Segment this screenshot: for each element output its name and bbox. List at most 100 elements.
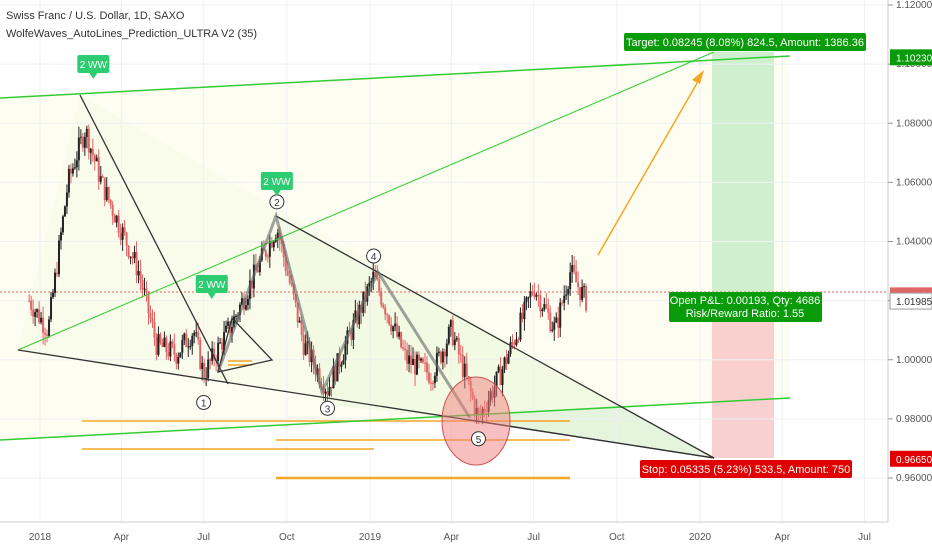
- candle-body: [573, 265, 576, 272]
- candle-body: [52, 292, 55, 298]
- x-tick-label: 2019: [359, 532, 382, 543]
- candle-body: [30, 300, 33, 310]
- svg-text:Stop: 0.05335 (5.23%) 533.5, A: Stop: 0.05335 (5.23%) 533.5, Amount: 750: [642, 464, 851, 476]
- candle-body: [69, 168, 72, 174]
- candle-body: [185, 333, 188, 347]
- candle-body: [109, 199, 112, 205]
- candle-body: [157, 334, 160, 355]
- price-tag-label: 0.96650: [896, 455, 932, 466]
- candle-body: [145, 288, 148, 292]
- candle-body: [330, 386, 333, 389]
- signal-label: 2 WW: [263, 177, 291, 188]
- candle-body: [439, 351, 442, 363]
- x-tick-label: Apr: [114, 532, 130, 543]
- candle-body: [376, 276, 379, 280]
- candle-body: [151, 318, 154, 323]
- candle-body: [71, 168, 74, 174]
- candle-body: [288, 274, 291, 283]
- price-axis[interactable]: [888, 0, 932, 522]
- candle-body: [270, 241, 273, 248]
- candle-body: [449, 320, 452, 327]
- x-tick-label: Jul: [197, 532, 210, 543]
- candle-body: [203, 362, 206, 379]
- candle-body: [143, 288, 146, 290]
- candle-body: [171, 341, 174, 345]
- wave-point-marker: [470, 431, 486, 447]
- candle-body: [497, 366, 500, 372]
- wolfe-lines: [0, 51, 791, 459]
- candle-body: [121, 227, 124, 240]
- candle-body: [207, 359, 210, 379]
- candle-body: [155, 337, 158, 355]
- candle-body: [278, 232, 281, 241]
- candle-body: [159, 334, 162, 343]
- y-tick-label: 1.06000: [896, 177, 932, 188]
- x-tick-label: Oct: [609, 532, 625, 543]
- candle-body: [179, 352, 182, 358]
- candle-body: [131, 256, 134, 259]
- candle-body: [169, 341, 172, 357]
- wave-point-label: 2: [274, 198, 280, 209]
- candle-body: [193, 332, 196, 336]
- candle-body: [300, 320, 303, 335]
- x-tick-label: Jul: [527, 532, 540, 543]
- wave-point-marker: [320, 400, 336, 416]
- candle-body: [419, 358, 422, 361]
- candle-body: [535, 294, 538, 297]
- candles: [28, 124, 588, 425]
- candle-body: [541, 309, 544, 312]
- candle-body: [57, 240, 60, 275]
- candle-body: [61, 216, 64, 233]
- candle-body: [408, 355, 411, 364]
- candle-body: [410, 355, 413, 366]
- candle-body: [525, 297, 528, 302]
- candle-body: [276, 232, 279, 239]
- candle-body: [93, 155, 96, 162]
- candle-body: [527, 297, 530, 299]
- candle-body: [378, 279, 381, 292]
- candle-body: [523, 301, 526, 320]
- candle-body: [87, 128, 90, 153]
- candle-body: [519, 312, 522, 340]
- stop-zone: [712, 311, 774, 458]
- candle-body: [153, 322, 156, 338]
- price-tag-label: 1.10230: [896, 53, 932, 64]
- candle-body: [543, 303, 546, 310]
- candle-body: [199, 339, 202, 370]
- candle-body: [141, 280, 144, 290]
- candle-body: [338, 353, 341, 367]
- candle-body: [272, 241, 275, 248]
- candle-body: [465, 363, 468, 377]
- candle-body: [388, 315, 391, 325]
- candle-body: [350, 332, 353, 340]
- candle-body: [95, 157, 98, 162]
- x-tick-label: Oct: [279, 532, 295, 543]
- candle-body: [423, 362, 426, 364]
- candle-body: [89, 148, 92, 153]
- candle-body: [59, 232, 62, 241]
- time-axis[interactable]: [0, 522, 932, 550]
- candle-body: [334, 366, 337, 382]
- target-label: Target: 0.08245 (8.08%) 824.5, Amount: 1…: [624, 33, 866, 51]
- candle-body: [443, 351, 446, 357]
- candle-body: [507, 353, 510, 364]
- candle-body: [256, 270, 259, 273]
- candle-body: [268, 241, 271, 257]
- candle-body: [233, 316, 236, 328]
- candle-body: [36, 309, 39, 313]
- candle-body: [406, 350, 409, 364]
- candle-body: [390, 324, 393, 332]
- candle-body: [189, 346, 192, 348]
- candle-body: [191, 335, 194, 347]
- indicator-title: WolfeWaves_AutoLines_Prediction_ULTRA V2…: [6, 28, 258, 40]
- candle-body: [34, 312, 37, 317]
- candle-body: [107, 187, 110, 200]
- candle-body: [65, 192, 68, 207]
- candle-body: [332, 366, 335, 389]
- candle-body: [501, 369, 504, 386]
- candle-body: [294, 294, 297, 303]
- candle-body: [127, 245, 130, 258]
- signal-badge: [77, 55, 110, 73]
- candle-body: [308, 340, 311, 362]
